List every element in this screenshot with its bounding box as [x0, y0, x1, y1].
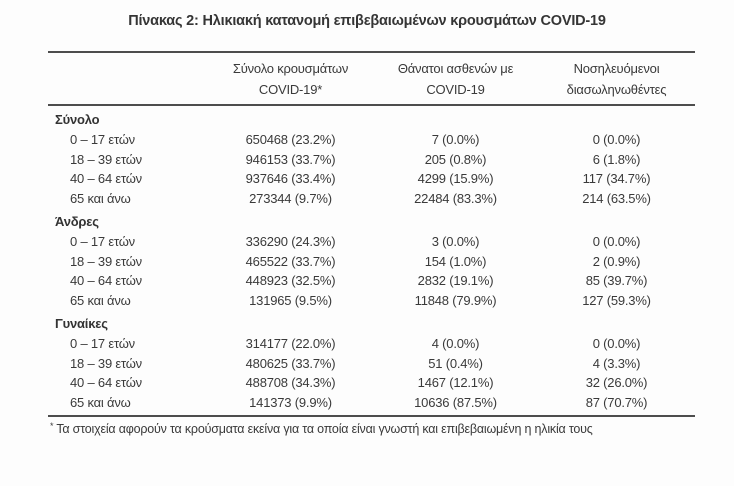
table-body: Σύνολο 0 – 17 ετών 650468 (23.2%) 7 (0.0… [48, 105, 695, 416]
header-deaths: Θάνατοι ασθενών με COVID-19 [373, 51, 538, 106]
section-header-row-women: Γυναίκες [48, 310, 695, 334]
section-label: Σύνολο [55, 112, 100, 127]
table-row: 65 και άνω 141373 (9.9%) 10636 (87.5%) 8… [48, 393, 695, 417]
footnote-asterisk: * [50, 421, 54, 431]
age-label-cell: 0 – 17 ετών [70, 336, 135, 351]
age-label-cell: 40 – 64 ετών [70, 171, 142, 186]
intubated-cell: 127 (59.3%) [582, 292, 651, 308]
age-label-cell: 65 και άνω [70, 292, 131, 308]
intubated-cell: 214 (63.5%) [582, 190, 651, 206]
footnote: * Τα στοιχεία αφορούν τα κρούσματα εκείνα… [50, 421, 734, 436]
intubated-cell: 6 (1.8%) [592, 151, 641, 167]
intubated-cell: 85 (39.7%) [585, 273, 648, 288]
table-row: 18 – 39 ετών 946153 (33.7%) 205 (0.8%) 6… [48, 150, 695, 170]
header-row: Σύνολο κρουσμάτων COVID-19* Θάνατοι ασθε… [48, 51, 695, 106]
intubated-cell: 2 (0.9%) [592, 253, 641, 269]
section-label: Γυναίκες [55, 316, 108, 331]
intubated-cell: 0 (0.0%) [592, 132, 641, 147]
intubated-cell: 0 (0.0%) [592, 336, 641, 351]
deaths-cell: 22484 (83.3%) [414, 190, 497, 206]
table-row: 18 – 39 ετών 480625 (33.7%) 51 (0.4%) 4 … [48, 354, 695, 374]
cases-cell: 273344 (9.7%) [249, 190, 332, 206]
deaths-cell: 7 (0.0%) [431, 132, 480, 147]
intubated-cell: 87 (70.7%) [585, 394, 648, 410]
deaths-cell: 154 (1.0%) [424, 253, 487, 269]
table-row: 40 – 64 ετών 488708 (34.3%) 1467 (12.1%)… [48, 373, 695, 393]
header-empty-cell [48, 51, 208, 106]
header-intubated: Νοσηλευόμενοι διασωληνωθέντες [538, 51, 695, 106]
header-intubated-line1: Νοσηλευόμενοι [573, 61, 660, 76]
cases-cell: 650468 (23.2%) [245, 132, 336, 147]
cases-cell: 336290 (24.3%) [245, 234, 336, 249]
cases-cell: 480625 (33.7%) [245, 355, 336, 371]
age-label-cell: 40 – 64 ετών [70, 375, 142, 390]
section-label: Άνδρες [55, 214, 99, 229]
header-deaths-line2: COVID-19 [426, 82, 485, 97]
age-label-cell: 18 – 39 ετών [70, 355, 142, 371]
age-label-cell: 18 – 39 ετών [70, 151, 142, 167]
table-row: 40 – 64 ετών 448923 (32.5%) 2832 (19.1%)… [48, 271, 695, 291]
table-header: Σύνολο κρουσμάτων COVID-19* Θάνατοι ασθε… [48, 51, 695, 106]
header-total-cases-line2: COVID-19* [258, 82, 323, 97]
age-label-cell: 18 – 39 ετών [70, 253, 142, 269]
deaths-cell: 10636 (87.5%) [414, 394, 497, 410]
cases-cell: 465522 (33.7%) [245, 253, 336, 269]
intubated-cell: 32 (26.0%) [585, 375, 648, 390]
covid-age-table: Σύνολο κρουσμάτων COVID-19* Θάνατοι ασθε… [48, 51, 695, 417]
cases-cell: 131965 (9.5%) [249, 292, 332, 308]
table-row: 40 – 64 ετών 937646 (33.4%) 4299 (15.9%)… [48, 169, 695, 189]
table-row: 65 και άνω 273344 (9.7%) 22484 (83.3%) 2… [48, 189, 695, 209]
deaths-cell: 51 (0.4%) [428, 355, 483, 371]
section-header-row-men: Άνδρες [48, 208, 695, 232]
age-label-cell: 0 – 17 ετών [70, 234, 135, 249]
table-row: 0 – 17 ετών 336290 (24.3%) 3 (0.0%) 0 (0… [48, 232, 695, 252]
deaths-cell: 1467 (12.1%) [417, 375, 494, 390]
header-total-cases-line1: Σύνολο κρουσμάτων [232, 61, 349, 76]
intubated-cell: 4 (3.3%) [592, 355, 641, 371]
cases-cell: 937646 (33.4%) [245, 171, 336, 186]
footnote-text: Τα στοιχεία αφορούν τα κρούσματα εκείνα … [56, 422, 593, 436]
cases-cell: 448923 (32.5%) [245, 273, 336, 288]
table-row: 0 – 17 ετών 650468 (23.2%) 7 (0.0%) 0 (0… [48, 130, 695, 150]
age-label-cell: 65 και άνω [70, 394, 131, 410]
deaths-cell: 11848 (79.9%) [414, 292, 497, 308]
intubated-cell: 117 (34.7%) [582, 171, 651, 186]
deaths-cell: 2832 (19.1%) [417, 273, 494, 288]
cases-cell: 141373 (9.9%) [249, 394, 332, 410]
age-label-cell: 40 – 64 ετών [70, 273, 142, 288]
age-label-cell: 65 και άνω [70, 190, 131, 206]
table-title: Πίνακας 2: Ηλικιακή κατανομή επιβεβαιωμέ… [128, 13, 606, 29]
deaths-cell: 3 (0.0%) [431, 234, 480, 249]
cases-cell: 488708 (34.3%) [245, 375, 336, 390]
deaths-cell: 4 (0.0%) [431, 336, 480, 351]
deaths-cell: 205 (0.8%) [424, 151, 487, 167]
section-header-row-total: Σύνολο [48, 105, 695, 130]
header-deaths-line1: Θάνατοι ασθενών με [397, 61, 514, 76]
table-row: 65 και άνω 131965 (9.5%) 11848 (79.9%) 1… [48, 291, 695, 311]
table-row: 18 – 39 ετών 465522 (33.7%) 154 (1.0%) 2… [48, 252, 695, 272]
intubated-cell: 0 (0.0%) [592, 234, 641, 249]
deaths-cell: 4299 (15.9%) [417, 171, 494, 186]
age-label-cell: 0 – 17 ετών [70, 132, 135, 147]
header-total-cases: Σύνολο κρουσμάτων COVID-19* [208, 51, 373, 106]
cases-cell: 314177 (22.0%) [245, 336, 336, 351]
table-row: 0 – 17 ετών 314177 (22.0%) 4 (0.0%) 0 (0… [48, 334, 695, 354]
header-intubated-line2: διασωληνωθέντες [566, 82, 667, 97]
cases-cell: 946153 (33.7%) [245, 151, 336, 167]
